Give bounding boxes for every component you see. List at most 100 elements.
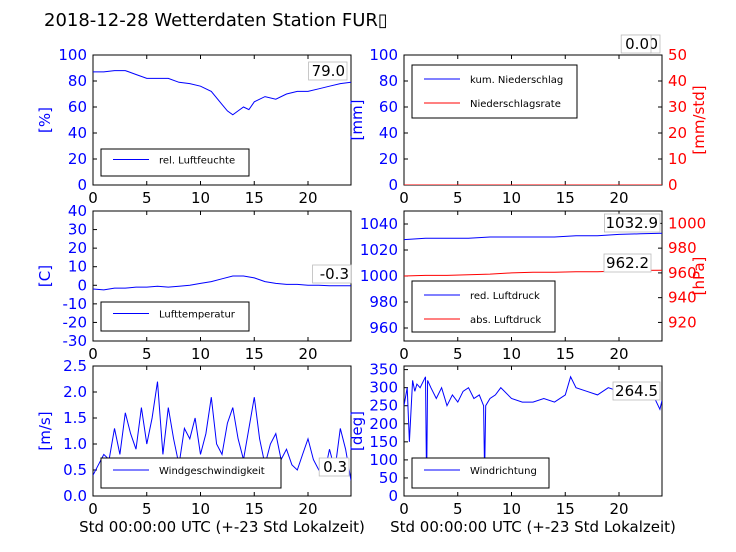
chart-middle-left: 0 5 10 15 20-30-20-10010203040[C]Lufttempera… [36, 202, 352, 363]
x-tick-label: 0 [88, 500, 98, 518]
last-value-box [604, 213, 661, 233]
x-tick-label: 20 [298, 345, 317, 363]
y-tick-label: 100 [369, 451, 398, 469]
legend-label: red. Luftdruck [470, 291, 540, 302]
last-value-box [308, 61, 348, 81]
y-tick-label: 980 [369, 293, 398, 311]
y-axis-label-right: [mm/std] [690, 85, 708, 154]
chart-top-right: 0 5 10 15 20 0 20 40 60 80 100 0 10 20 30 40 50 [mm] [mm/s… [348, 34, 708, 207]
last-value-label: 79.0 [312, 62, 345, 80]
legend-label: Niederschlagsrate [470, 99, 561, 110]
x-tick-label: 5 [142, 345, 152, 363]
y-tick-label: 40 [68, 124, 87, 142]
y-tick-label: 200 [369, 415, 398, 433]
y-tick-label: 1020 [360, 241, 398, 259]
x-tick-label: 20 [609, 345, 628, 363]
last-value-label: 0.3 [323, 458, 347, 476]
last-value-label: 264.5 [615, 382, 658, 400]
legend-box [100, 148, 250, 177]
y-tick-label-right: 20 [668, 124, 687, 142]
y-tick-label-right: 30 [668, 98, 687, 116]
x-tick-label: 5 [453, 189, 463, 207]
y-tick-label-right: 40 [668, 72, 687, 90]
y-tick-label: 100 [58, 46, 87, 64]
x-tick-label: 15 [556, 189, 575, 207]
y-tick-label: 80 [68, 72, 87, 90]
y-tick-label: -10 [63, 295, 88, 313]
last-value-box [318, 457, 350, 477]
last-value-box [620, 34, 652, 54]
y-tick-label: 2.5 [63, 357, 87, 375]
legend-label: kum. Niederschlag [470, 75, 563, 86]
y-tick-label-right: 50 [668, 46, 687, 64]
x-tick-label: 15 [245, 500, 264, 518]
x-tick-label: 15 [556, 500, 575, 518]
x-tick-label: 0 [399, 345, 409, 363]
legend-label: abs. Luftdruck [470, 315, 541, 326]
y-tick-label: 960 [369, 319, 398, 337]
y-axis-label: [C] [36, 265, 54, 287]
y-tick-label: 2.0 [63, 383, 87, 401]
x-tick-label: 10 [191, 345, 210, 363]
y-tick-label: 80 [379, 72, 398, 90]
y-tick-label-right: 980 [668, 239, 697, 257]
legend: kum. Niederschlag Niederschlagsrate [411, 64, 578, 119]
x-tick-label: 0 [88, 189, 98, 207]
x-tick-label: 10 [502, 500, 521, 518]
y-tick-label: 0.5 [63, 461, 87, 479]
legend-box [100, 301, 250, 332]
legend-box [411, 64, 578, 119]
x-tick-label: 0 [88, 345, 98, 363]
y-axis-label-right: [hPa] [690, 257, 708, 296]
y-tick-label: 60 [68, 98, 87, 116]
y-tick-label: 150 [369, 433, 398, 451]
series-line [93, 275, 351, 291]
x-tick-label: 10 [502, 345, 521, 363]
plot-frame [92, 365, 352, 497]
legend-label: Lufttemperatur [159, 310, 236, 321]
y-tick-label: 100 [369, 46, 398, 64]
x-tick-label: 10 [191, 500, 210, 518]
x-tick-label: 15 [245, 189, 264, 207]
y-axis-label: [mm] [348, 100, 366, 141]
y-tick-label: 1.0 [63, 435, 87, 453]
x-tick-label: 15 [556, 345, 575, 363]
y-tick-label: 0 [388, 176, 398, 194]
y-tick-label: -30 [63, 332, 88, 350]
y-tick-label: -20 [63, 313, 88, 331]
legend: rel. Luftfeuchte [100, 148, 250, 177]
y-tick-label: 0.0 [63, 487, 87, 505]
x-tick-label: 10 [502, 189, 521, 207]
legend: red. Luftdruck abs. Luftdruck [411, 280, 556, 333]
y-tick-label: 40 [379, 124, 398, 142]
plot-frame [403, 365, 663, 497]
x-tick-label: 5 [453, 500, 463, 518]
y-tick-label-right: 0 [668, 176, 678, 194]
chart-bottom-left: 0 5 10 15 20 0.0 0.5 1.0 1.5 2.0 2.5 [m/s] Std 00:00… [36, 357, 365, 536]
y-tick-label: 250 [369, 397, 398, 415]
x-tick-label: 5 [142, 500, 152, 518]
y-tick-label-right: 940 [668, 289, 697, 307]
legend-box [411, 457, 550, 489]
chart-top-left: 0 5 10 15 20 0 20 40 60 80 100 [%] rel. Luftfeuchte 7… [36, 46, 352, 207]
x-tick-label: 10 [191, 189, 210, 207]
x-tick-label: 0 [399, 500, 409, 518]
series-line [93, 381, 351, 481]
y-tick-label: 0 [77, 276, 87, 294]
y-tick-label: 20 [379, 150, 398, 168]
y-tick-label-right: 10 [668, 150, 687, 168]
y-tick-label: 0 [388, 487, 398, 505]
y-tick-label: 50 [379, 469, 398, 487]
y-tick-label: 1000 [360, 267, 398, 285]
y-tick-label: 40 [68, 202, 87, 220]
x-tick-label: 20 [298, 189, 317, 207]
legend-label: Windgeschwindigkeit [159, 466, 265, 477]
y-axis-label: [m/s] [36, 411, 54, 450]
last-value-box [612, 381, 661, 401]
y-tick-label-right: 1000 [668, 214, 706, 232]
y-axis-label: [deg] [348, 411, 366, 451]
y-tick-label: 10 [68, 258, 87, 276]
legend: Windgeschwindigkeit [100, 457, 282, 489]
legend: Windrichtung [411, 457, 550, 489]
x-tick-label: 20 [298, 500, 317, 518]
